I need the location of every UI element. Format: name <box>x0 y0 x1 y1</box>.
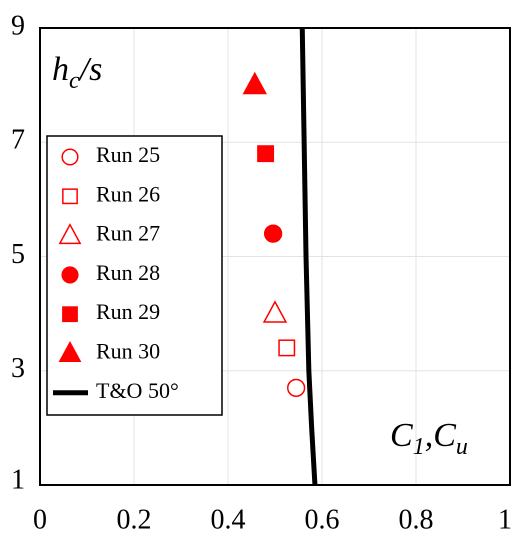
y-axis-label: hc/s <box>52 51 102 94</box>
x-tick-label: 0.6 <box>305 504 340 535</box>
marker <box>62 188 78 205</box>
legend: Run 25 Run 26 Run 27 Run 28 Run 29 Run 30 T&O … <box>46 135 223 416</box>
label-part: h <box>52 51 69 88</box>
legend-label: Run 28 <box>96 260 160 285</box>
x-tick-label: 0 <box>33 504 47 535</box>
label-part: /s <box>78 51 103 88</box>
label-part: c <box>69 68 80 94</box>
plot-frame <box>39 27 511 486</box>
marker <box>58 223 82 245</box>
marker <box>287 378 306 398</box>
marker <box>242 71 267 95</box>
marker <box>61 266 79 284</box>
x-tick-label: 0.4 <box>211 504 246 535</box>
label-part: ,C <box>425 417 457 454</box>
x-tick-label: 1 <box>498 504 512 535</box>
marker <box>263 224 283 243</box>
y-tick-label: 1 <box>11 464 25 495</box>
x-axis-label: C1,Cu <box>390 417 468 460</box>
label-part: u <box>456 434 468 460</box>
x-tick-label: 0.2 <box>117 504 152 535</box>
legend-label: T&O 50° <box>96 378 179 403</box>
marker <box>61 148 79 166</box>
y-tick-label: 5 <box>11 239 25 270</box>
y-tick-label: 9 <box>11 10 25 41</box>
legend-label: Run 25 <box>96 142 160 167</box>
label-part: C <box>390 417 413 454</box>
label-part: 1 <box>413 434 425 460</box>
marker <box>58 341 82 363</box>
line <box>299 27 318 486</box>
y-tick-label: 7 <box>11 125 25 156</box>
marker <box>278 339 296 357</box>
x-tick-label: 0.8 <box>399 504 434 535</box>
legend-label: Run 29 <box>96 299 160 324</box>
marker <box>262 300 288 323</box>
marker <box>257 145 275 163</box>
legend-label: Run 27 <box>96 221 160 246</box>
y-tick-label: 3 <box>11 353 25 384</box>
marker <box>62 306 78 323</box>
legend-label: Run 26 <box>96 181 160 206</box>
legend-label: Run 30 <box>96 339 160 364</box>
